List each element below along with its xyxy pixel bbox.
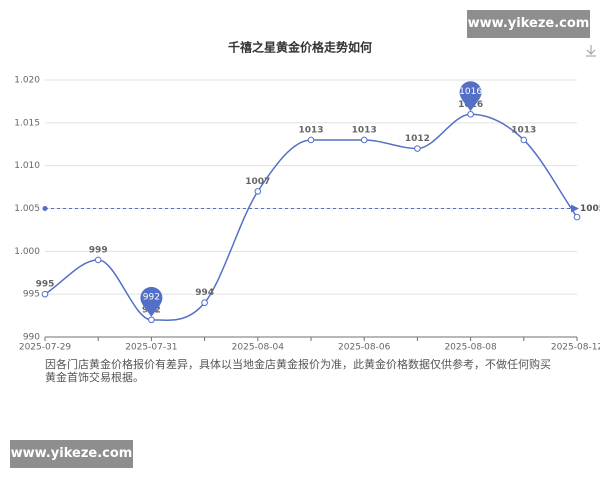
- mark-pin-label: 992: [143, 292, 160, 302]
- x-tick-label: 2025-08-12: [551, 343, 600, 353]
- y-tick-label: 1.000: [14, 247, 40, 257]
- y-tick-label: 1.005: [14, 204, 40, 214]
- mark-pin: [140, 286, 163, 317]
- point: [41, 290, 49, 298]
- mark-line-start: [42, 206, 48, 211]
- value-label: 994: [195, 288, 214, 298]
- y-tick-label: 995: [23, 290, 40, 300]
- y-tick-label: 990: [23, 333, 40, 343]
- x-tick-label: 2025-07-31: [125, 343, 177, 353]
- point: [360, 136, 368, 144]
- value-label: 999: [89, 245, 108, 255]
- point: [148, 316, 155, 324]
- point: [520, 136, 528, 144]
- mark-pin-label: 1016: [459, 87, 482, 97]
- value-label: 995: [36, 280, 55, 290]
- point: [414, 145, 421, 152]
- line: [44, 113, 578, 321]
- y-tick-label: 1.015: [14, 118, 40, 128]
- value-label: 1013: [511, 125, 536, 135]
- point: [573, 213, 581, 221]
- watermark: www.yikeze.com: [10, 440, 133, 468]
- point: [254, 188, 262, 195]
- x-tick-label: 2025-08-04: [232, 343, 285, 353]
- value-label: 1007: [245, 177, 270, 187]
- point: [94, 256, 102, 264]
- value-label: 1013: [298, 125, 323, 135]
- mark-pin: [459, 81, 482, 112]
- x-tick-label: 2025-08-08: [444, 343, 497, 353]
- chart-title: 千禧之星黄金价格走势如何: [228, 40, 372, 55]
- download-icon[interactable]: [586, 45, 596, 57]
- point: [201, 299, 208, 307]
- y-tick-label: 1.010: [14, 161, 40, 171]
- mark-line-label: 1005: [580, 204, 600, 214]
- y-tick-label: 1.020: [14, 76, 40, 86]
- value-label: 1012: [405, 134, 430, 144]
- note: 因各门店黄金价格报价有差异，具体以当地金店黄金报价为准，此黄金价格数据仅供参考，…: [45, 358, 551, 384]
- value-label: 1013: [352, 125, 377, 135]
- point: [307, 136, 315, 144]
- point: [467, 110, 474, 118]
- x-tick-label: 2025-07-29: [19, 343, 72, 353]
- watermark: www.yikeze.com: [467, 10, 590, 38]
- mark-line-arrow: [571, 204, 579, 213]
- x-tick-label: 2025-08-06: [338, 343, 391, 353]
